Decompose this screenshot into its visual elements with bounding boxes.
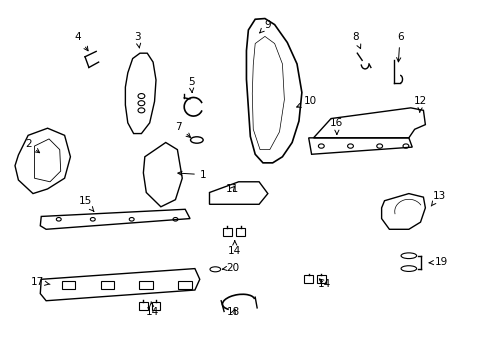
- Text: 18: 18: [227, 307, 240, 317]
- Text: 2: 2: [25, 139, 40, 153]
- Text: 14: 14: [228, 241, 241, 256]
- Text: 5: 5: [187, 77, 194, 93]
- Text: 8: 8: [351, 32, 360, 49]
- Bar: [304, 275, 312, 283]
- Text: 3: 3: [134, 32, 141, 48]
- Text: 15: 15: [78, 197, 94, 211]
- Bar: [139, 302, 147, 310]
- Bar: [223, 228, 231, 236]
- Text: 12: 12: [413, 96, 426, 112]
- Bar: [236, 228, 244, 236]
- Bar: [151, 302, 160, 310]
- Text: 14: 14: [318, 279, 331, 289]
- Text: 13: 13: [430, 191, 445, 206]
- Bar: [316, 275, 325, 283]
- Text: 10: 10: [296, 96, 316, 107]
- Text: 17: 17: [31, 277, 50, 287]
- Text: 4: 4: [75, 32, 88, 51]
- Text: 6: 6: [396, 32, 403, 62]
- Text: 16: 16: [329, 118, 343, 134]
- Text: 11: 11: [225, 184, 239, 194]
- Text: 9: 9: [259, 19, 271, 33]
- Text: 1: 1: [178, 170, 206, 180]
- Text: 20: 20: [222, 262, 239, 273]
- Text: 19: 19: [428, 257, 447, 267]
- Text: 7: 7: [175, 122, 190, 138]
- Text: 14: 14: [145, 302, 159, 317]
